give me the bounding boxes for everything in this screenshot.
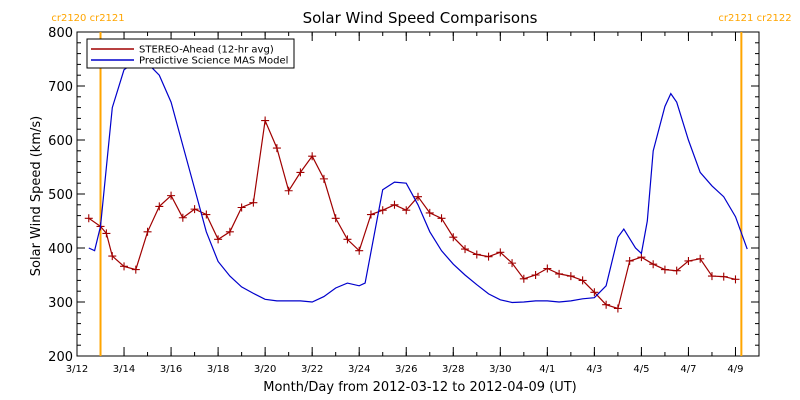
data-point [355,246,364,255]
x-tick-label: 4/7 [680,364,696,375]
data-point [425,208,434,217]
data-point [696,254,705,263]
data-point [402,206,411,215]
data-point [131,265,140,274]
x-tick-label: 4/9 [727,364,743,375]
data-point [543,264,552,273]
y-tick-label: 600 [48,134,73,149]
data-point [719,272,728,281]
rotation-marker-label: cr2121 cr2122 [718,13,791,24]
data-point [202,210,211,219]
data-point [190,205,199,214]
x-tick-label: 3/12 [66,364,88,375]
data-point [472,250,481,259]
x-tick-label: 4/3 [586,364,602,375]
data-point [578,276,587,285]
rotation-marker-label: cr2120 cr2121 [51,13,124,24]
data-point [566,272,575,281]
x-tick-label: 4/5 [633,364,649,375]
data-point [637,253,646,262]
data-point [484,252,493,261]
legend-label-1: STEREO-Ahead (12-hr avg) [139,45,274,56]
data-point [378,206,387,215]
chart-title: Solar Wind Speed Comparisons [303,9,538,27]
data-point [531,271,540,279]
series-line-2 [88,61,748,304]
data-point [84,214,93,223]
data-point [590,288,599,297]
data-point [102,229,111,238]
data-point [437,214,446,223]
data-point [308,152,317,161]
x-tick-label: 3/30 [489,364,511,375]
x-tick-label: 3/20 [254,364,276,375]
x-tick-label: 3/22 [301,364,323,375]
data-point [167,191,176,200]
data-point [237,203,246,212]
series-line-1 [88,118,736,310]
data-point [120,262,129,271]
data-point [461,245,470,254]
data-point [178,213,187,222]
x-tick-label: 3/26 [395,364,417,375]
data-point [225,227,234,236]
data-point [155,202,164,211]
data-point [343,235,352,244]
y-tick-label: 500 [48,188,73,203]
data-point [249,198,258,207]
data-point [707,272,716,281]
data-point [296,168,305,177]
data-point [272,144,281,153]
data-point [214,235,223,244]
data-point [519,274,528,283]
data-point [261,116,270,125]
data-point [331,214,340,223]
data-point [649,260,658,269]
data-point [672,266,681,275]
y-axis-label: Solar Wind Speed (km/s) [29,116,44,276]
x-tick-label: 3/28 [442,364,464,375]
data-point [613,304,622,313]
data-point [143,227,152,236]
legend-label-2: Predictive Science MAS Model [139,56,288,67]
data-point [414,192,422,201]
x-tick-label: 3/24 [348,364,370,375]
y-tick-label: 400 [48,242,73,257]
y-tick-label: 200 [48,350,73,365]
y-tick-label: 300 [48,296,73,311]
x-tick-label: 3/14 [113,364,135,375]
plot-area: 200 300 400 500 600 700 800 3/12 3/14 3/16 3/18 3/2… [48,13,791,375]
data-point [390,200,399,209]
data-point [625,256,634,265]
data-point [108,252,117,261]
data-point [449,233,458,242]
x-axis-label: Month/Day from 2012-03-12 to 2012-04-09 … [263,380,576,395]
data-point [496,248,505,257]
data-point [366,210,375,219]
data-point [660,265,669,274]
data-point [555,269,564,278]
y-tick-label: 700 [48,80,73,95]
data-point [602,300,611,309]
x-tick-label: 3/18 [207,364,229,375]
y-tick-label: 800 [48,26,73,41]
data-point [508,259,517,268]
data-point [319,174,328,183]
data-point [731,275,740,284]
legend-box [86,38,295,69]
x-tick-label: 4/1 [539,364,555,375]
data-point [284,186,293,195]
x-tick-label: 3/16 [160,364,182,375]
data-point [684,256,693,265]
